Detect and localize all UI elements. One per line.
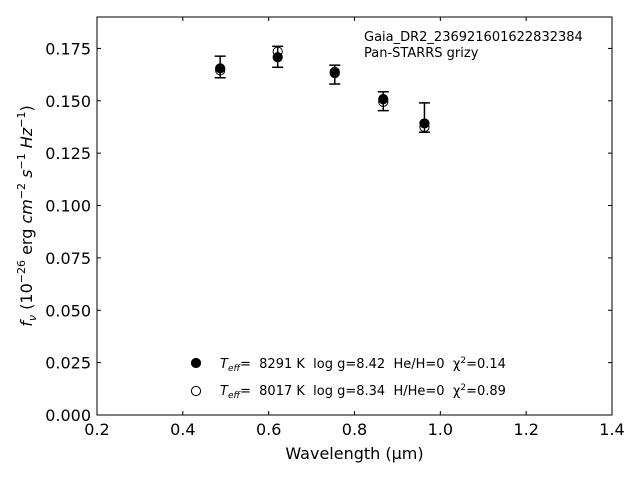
x-tick-label: 0.2	[84, 420, 109, 439]
y-tick-label: 0.100	[45, 197, 91, 216]
plot-area	[96, 16, 613, 416]
model-point-filled	[419, 118, 430, 129]
y-tick-label: 0.125	[45, 144, 91, 163]
x-tick-label: 0.4	[170, 420, 195, 439]
y-tick-label: 0.175	[45, 39, 91, 58]
svg-text:fν (10−26 erg cm−2 s−1 Hz−1): fν (10−26 erg cm−2 s−1 Hz−1)	[15, 105, 39, 326]
y-axis: 0.000 0.025 0.050 0.075 0.100 0.125 0.150 0.175	[45, 39, 612, 425]
y-tick-label: 0.075	[45, 249, 91, 268]
annotation-survey: Pan-STARRS grizy	[364, 46, 479, 61]
x-tick-label: 0.8	[342, 420, 367, 439]
legend-label-2: Teff= 8017 K log g=8.34 H/He=0 χ2=0.89	[220, 383, 506, 401]
x-axis-label: Wavelength (μm)	[285, 444, 423, 463]
x-tick-label: 1.4	[599, 420, 624, 439]
legend: Teff= 8291 K log g=8.42 He/H=0 χ2=0.14 T…	[190, 356, 506, 401]
legend-marker-open	[190, 385, 202, 397]
legend-label-1: Teff= 8291 K log g=8.42 He/H=0 χ2=0.14	[220, 356, 506, 374]
x-tick-label: 1.2	[513, 420, 538, 439]
x-axis: 0.2 0.4 0.6 0.8 1.0 1.2 1.4	[84, 17, 625, 439]
data-markers	[215, 46, 430, 133]
annotation-object-name: Gaia_DR2_236921601622832384	[364, 30, 583, 45]
x-tick-label: 0.6	[256, 420, 281, 439]
y-tick-label: 0.150	[45, 92, 91, 111]
model-point-filled	[329, 68, 340, 79]
y-axis-label: fν (10−26 erg cm−2 s−1 Hz−1)	[15, 105, 39, 326]
legend-marker-filled	[190, 357, 202, 369]
y-tick-label: 0.025	[45, 354, 91, 373]
y-tick-label: 0.000	[45, 406, 91, 425]
model-point-filled	[272, 52, 283, 63]
model-point-filled	[378, 94, 389, 105]
x-tick-label: 1.0	[428, 420, 453, 439]
y-tick-label: 0.050	[45, 301, 91, 320]
model-point-filled	[215, 63, 226, 74]
